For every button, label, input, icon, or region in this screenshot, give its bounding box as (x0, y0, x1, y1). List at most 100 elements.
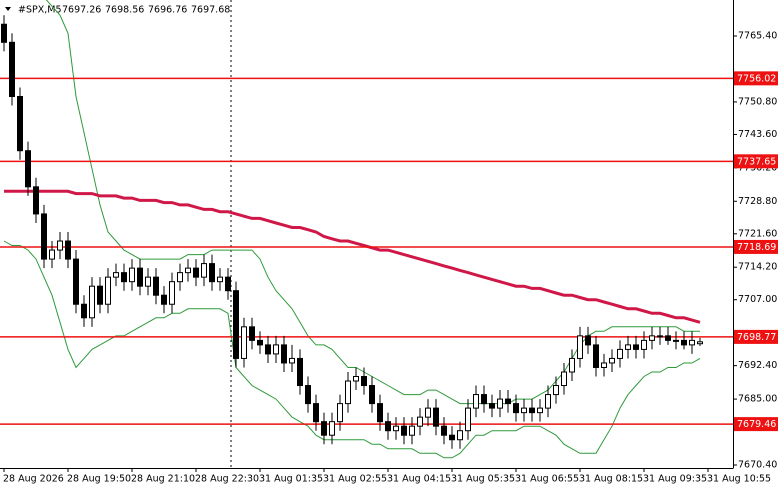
candle-body (209, 263, 215, 283)
candle-body (489, 403, 495, 409)
x-tick-label: 28 Aug 22:30 (195, 474, 259, 485)
candle-body (73, 258, 79, 305)
x-tick-label: 31 Aug 01:35 (259, 474, 323, 485)
y-tick-label: 7707.00 (738, 294, 777, 305)
candle-body (89, 285, 95, 319)
candle-body (433, 407, 439, 427)
level-label: 7679.46 (737, 419, 776, 430)
x-tick-label: 31 Aug 08:15 (579, 474, 643, 485)
x-tick-label: 31 Aug 05:35 (451, 474, 515, 485)
candle-body (521, 407, 527, 414)
candle-body (553, 385, 559, 396)
candle-body (41, 213, 47, 260)
candle-body (65, 240, 71, 260)
y-tick-label: 7728.80 (738, 196, 777, 207)
y-tick-label: 7714.20 (738, 262, 777, 273)
candle-body (153, 276, 159, 296)
candle-body (529, 407, 535, 414)
level-label-box (734, 329, 778, 344)
candle-body (617, 348, 623, 359)
plot-area (0, 0, 733, 459)
y-tick-label: 7721.60 (738, 228, 777, 239)
y-tick-label: 7670.40 (738, 460, 777, 471)
candle-body (9, 41, 15, 98)
candle-body (361, 376, 367, 387)
candle-body (265, 344, 271, 355)
candle-body (457, 430, 463, 441)
candle-body (513, 403, 519, 414)
candle-body (241, 326, 247, 359)
candle-body (217, 276, 223, 283)
band-lower (3, 240, 701, 459)
candle-body (121, 272, 127, 283)
candle-body (441, 425, 447, 436)
candle-body (609, 357, 615, 364)
candle-body (137, 267, 143, 287)
menu-arrow[interactable] (5, 7, 11, 11)
candle-body (289, 357, 295, 364)
candle-body (401, 425, 407, 436)
candle-body (537, 407, 543, 414)
candle-body (305, 385, 311, 405)
candle-body (585, 335, 591, 346)
candle-body (425, 407, 431, 418)
candle-body (369, 385, 375, 405)
header-close: 7697.68 (191, 5, 230, 16)
candle-body (409, 425, 415, 436)
candle-body (329, 421, 335, 436)
y-tick-label: 7692.40 (738, 360, 777, 371)
candle-body (185, 267, 191, 274)
candle-body (353, 376, 359, 382)
candle-body (505, 398, 511, 405)
level-label: 7718.69 (737, 242, 776, 253)
candle-body (233, 290, 239, 359)
candle-body (145, 276, 151, 287)
candle-body (377, 403, 383, 423)
level-label: 7698.77 (737, 332, 776, 343)
x-tick-label: 28 Aug 2026 (3, 474, 64, 485)
candle-body (673, 339, 679, 342)
candle-body (297, 357, 303, 387)
header-low: 7696.76 (148, 5, 187, 16)
level-label-box (734, 71, 778, 86)
candle-body (1, 23, 7, 43)
x-tick-label: 31 Aug 04:15 (387, 474, 451, 485)
y-tick-label: 7685.00 (738, 394, 777, 405)
x-tick-label: 31 Aug 02:55 (323, 474, 387, 485)
candle-body (97, 285, 103, 305)
candle-body (481, 394, 487, 405)
header-high: 7698.56 (105, 5, 144, 16)
header-open: 7697.26 (62, 5, 101, 16)
candle-body (665, 335, 671, 341)
candle-body (337, 403, 343, 423)
moving-average (4, 189, 701, 324)
candle-body (313, 403, 319, 423)
candle-body (113, 272, 119, 278)
candle-body (345, 380, 351, 405)
candle-body (593, 344, 599, 368)
candle-body (49, 249, 55, 260)
candle-body (225, 276, 231, 292)
candle-body (105, 276, 111, 305)
candle-body (177, 272, 183, 283)
candle-body (393, 425, 399, 432)
candle-body (81, 303, 87, 319)
candle-body (273, 344, 279, 355)
candle-body (281, 344, 287, 364)
x-tick-label: 28 Aug 21:10 (131, 474, 195, 485)
candle-body (385, 421, 391, 432)
candle-body (417, 416, 423, 427)
candle-body (169, 281, 175, 305)
y-tick-label: 7750.80 (738, 96, 777, 107)
candle-body (633, 344, 639, 350)
x-tick-label: 31 Aug 10:55 (707, 474, 771, 485)
x-tick-label: 31 Aug 06:55 (515, 474, 579, 485)
candle-body (449, 434, 455, 441)
candle-body (33, 186, 39, 215)
candle-body (25, 150, 31, 188)
candle-body (129, 267, 135, 283)
candle-body (641, 339, 647, 350)
candle-body (657, 335, 663, 338)
